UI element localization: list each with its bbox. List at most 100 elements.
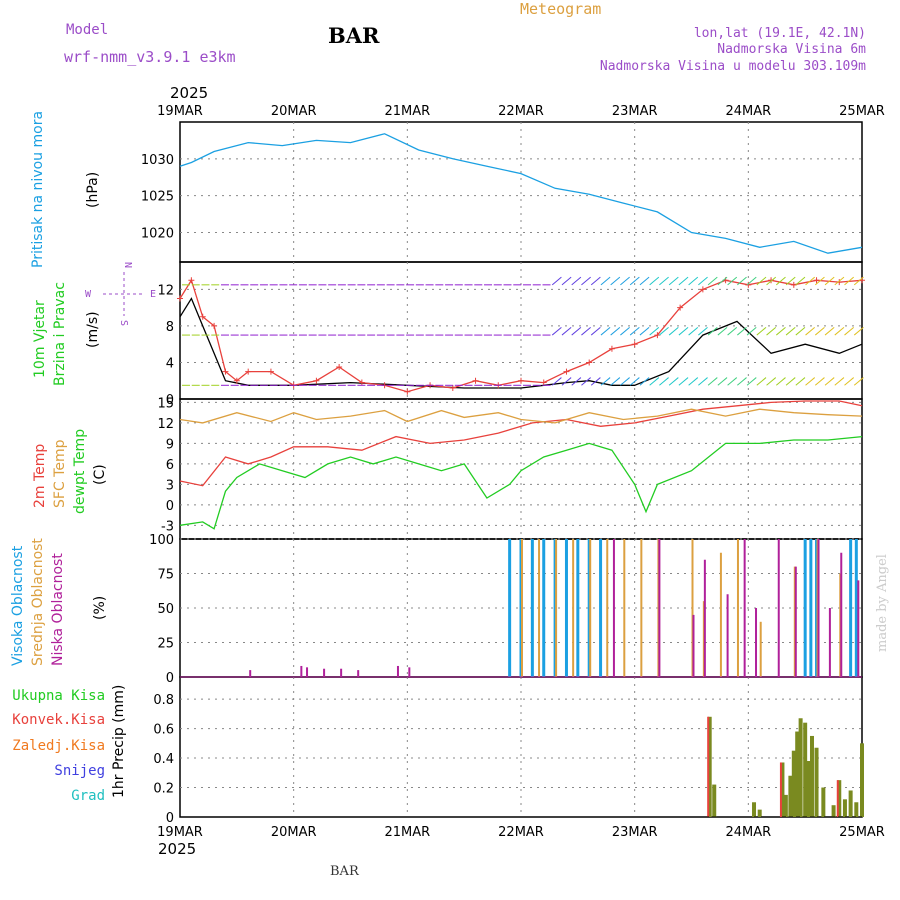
wind-arrow [775,377,786,386]
temperature-ytick-label: 15 [157,396,174,411]
station-title: BAR [328,23,380,48]
temp-sfc-line [179,408,863,424]
temperature-ytick-label: 0 [166,499,174,514]
wind-arrow [639,276,650,286]
xtick-bottom-label: 22MAR [498,825,544,840]
precip-bar [791,750,796,817]
model-label: Model [66,22,108,38]
wind-arrow [766,377,777,386]
gust-marker [449,385,456,392]
wind-arrow [805,276,816,286]
wind-arrow [590,377,601,386]
wind-arrow [795,326,806,336]
wind-arrow [659,326,669,336]
wind-arrow [844,276,855,286]
xtick-top-label: 19MAR [157,104,203,119]
gust-marker [608,345,615,352]
wind-arrow [844,326,855,336]
wind-arrow [668,377,679,386]
pressure-line [179,133,863,254]
wind-arrow [678,377,689,386]
wind-arrow [649,377,660,386]
pressure-ytick-label: 1020 [141,227,174,242]
gust-marker [199,313,206,320]
wind-arrow [834,276,845,286]
wind-arrow [600,276,611,286]
precip-bar [780,762,785,817]
gust-marker [745,281,752,288]
precip-bar [798,718,803,817]
cloud-title-1: Visoka Oblacnost [10,545,26,666]
legend-s: S [118,320,129,326]
wind-arrow [620,326,630,336]
wind-arrow [707,377,718,386]
wind-arrow [551,276,562,286]
wind-arrow [707,276,718,286]
wind-title-2: Brzina i Pravac [52,282,68,386]
gust-marker [233,377,240,384]
precip-ytick-label: 0.8 [153,693,174,708]
wind-arrow [571,377,582,386]
gust-marker [563,368,570,375]
gust-marker [654,332,661,339]
model-altitude-label: Nadmorska Visina u modelu 303.109m [600,59,866,74]
wind-ytick-label: 12 [157,283,174,298]
wind-arrow [756,326,767,336]
wind-arrow [551,377,562,386]
precip-bar [757,809,762,817]
year-bottom: 2025 [158,840,196,858]
wind-arrow [698,377,708,386]
wind-arrow [853,326,864,336]
xtick-top-label: 21MAR [384,104,430,119]
wind-arrow [707,326,718,336]
wind-title-1: 10m Vjetar [32,300,48,378]
wind-arrow [600,326,611,336]
pressure-title: Pritisak na nivou mora [30,111,46,268]
gust-marker [540,379,547,386]
cloud-title-2: Srednja Oblacnost [30,538,46,666]
wind-unit: (m/s) [85,311,101,348]
xtick-bottom-label: 25MAR [839,825,885,840]
gust-marker [518,377,524,384]
wind-arrow [649,276,660,286]
wind-arrow [853,276,864,286]
wind-arrow [814,377,825,386]
precip-ytick-label: 0.6 [153,723,174,738]
gust-marker [404,388,411,395]
clouds-ytick-label: 0 [166,671,174,686]
wind-arrow [629,326,640,336]
footer-station: BAR [330,864,360,879]
precip-bar [803,722,808,817]
precip-ytick-label: 0 [166,811,174,826]
wind-arrow [639,326,650,336]
temperature-ytick-label: -3 [161,519,174,534]
precip-bar [707,716,710,817]
xtick-bottom-label: 23MAR [612,825,658,840]
wind-arrow [649,326,660,336]
wind-arrow [668,326,679,336]
xtick-bottom-label: 19MAR [157,825,203,840]
gust-marker [188,277,195,284]
plot-area: 10201025103004812-303691215025507510000.… [141,104,885,840]
altitude-label: Nadmorska Visina 6m [717,42,866,57]
gust-marker [245,368,252,375]
pressure-unit: (hPa) [85,172,101,208]
temperature-ytick-label: 3 [166,478,174,493]
clouds-ytick-label: 50 [157,602,174,617]
precip-bar [707,716,712,817]
gust-marker [813,277,820,284]
precip-bar [842,799,847,817]
precip-unit: 1hr Precip (mm) [111,685,127,798]
xtick-bottom-label: 20MAR [271,825,317,840]
gust-marker [631,341,638,348]
wind-arrow [551,326,562,336]
wind-arrow [824,276,835,286]
precip-bar [752,802,757,817]
gust-marker [177,295,183,302]
wind-arrow [620,276,630,286]
xtick-bottom-label: 21MAR [384,825,430,840]
wind-arrow [629,276,640,286]
precip-bar [821,787,826,817]
wind-arrow [581,377,591,386]
